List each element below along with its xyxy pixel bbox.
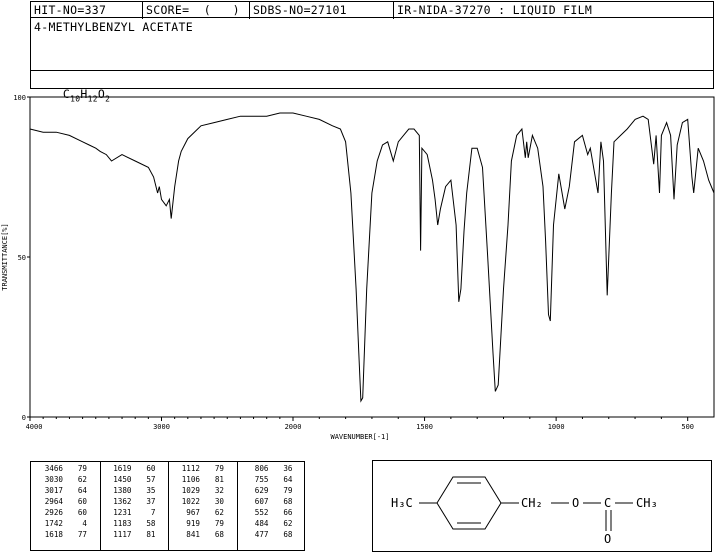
ch3-label: CH₃ xyxy=(636,496,658,510)
ester-oxygen: O xyxy=(572,496,579,510)
spectrum-line xyxy=(29,112,715,403)
peak-transmittance-column: 60 57 35 37 7 58 81 xyxy=(146,464,156,539)
y-tick-label: 100 xyxy=(13,94,26,102)
peak-wavenumber-column: 1619 1450 1380 1362 1231 1183 1117 xyxy=(113,464,132,539)
formula-o-count: 2 xyxy=(105,94,111,104)
formula-c-count: 10 xyxy=(70,94,81,104)
y-tick-label: 0 xyxy=(22,414,26,422)
x-tick-label: 4000 xyxy=(26,423,43,431)
peak-transmittance-column: 36 64 79 68 66 62 68 xyxy=(283,464,293,539)
peak-table-divider xyxy=(168,462,169,550)
hit-number: HIT-NO=337 xyxy=(31,2,143,19)
sdbs-number: SDBS-NO=27101 xyxy=(250,2,394,19)
formula-c: C xyxy=(62,87,71,101)
peak-table: 3466 3030 3017 2964 2926 1742 1618 79 62 … xyxy=(30,461,305,551)
x-tick-label: 1000 xyxy=(548,423,565,431)
carbonyl-carbon: C xyxy=(604,496,611,510)
carbonyl-oxygen: O xyxy=(604,532,611,546)
formula-h: H xyxy=(80,87,88,101)
benzene-ring xyxy=(436,476,502,530)
peak-transmittance-column: 79 62 64 60 60 4 77 xyxy=(77,464,87,539)
peak-wavenumber-column: 3466 3030 3017 2964 2926 1742 1618 xyxy=(44,464,63,539)
formula-o: O xyxy=(97,87,106,101)
peak-table-divider xyxy=(99,462,101,550)
structure-box: H₃C CH₂ O C O CH₃ xyxy=(372,460,712,552)
x-tick-label: 500 xyxy=(681,423,694,431)
x-tick-label: 3000 xyxy=(153,423,170,431)
formula-h-count: 12 xyxy=(87,94,98,104)
x-tick-label: 2000 xyxy=(285,423,302,431)
peak-table-divider xyxy=(236,462,238,550)
peak-wavenumber-column: 1112 1106 1029 1022 967 919 841 xyxy=(181,464,200,539)
x-tick-label: 1500 xyxy=(416,423,433,431)
peak-transmittance-column: 79 81 32 30 62 79 68 xyxy=(214,464,224,539)
plot-frame xyxy=(29,96,715,418)
ch2-label: CH₂ xyxy=(521,496,543,510)
y-axis-label: TRANSMITTANCE[%] xyxy=(1,223,9,290)
h3c-label: H₃C xyxy=(391,496,413,510)
structural-formula: H₃C CH₂ O C O CH₃ xyxy=(391,476,658,546)
x-axis-label: WAVENUMBER[-1] xyxy=(330,433,389,441)
score: SCORE= ( ) xyxy=(143,2,250,19)
y-tick-label: 50 xyxy=(18,254,26,262)
molecular-formula: C10H12O2 xyxy=(34,73,110,117)
compound-name: 4-METHYLBENZYL ACETATE xyxy=(34,20,193,34)
peak-wavenumber-column: 806 755 629 607 552 484 477 xyxy=(254,464,269,539)
nida-info: IR-NIDA-37270 : LIQUID FILM xyxy=(397,3,593,17)
formula-box: C10H12O2 xyxy=(30,70,714,103)
